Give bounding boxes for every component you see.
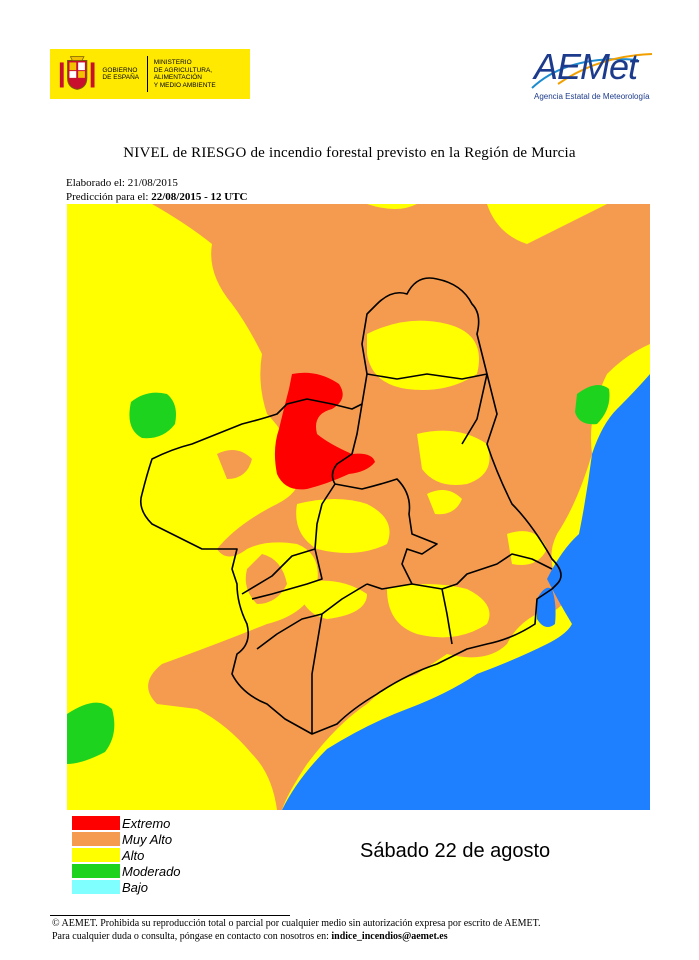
coat-of-arms-icon (59, 56, 95, 90)
forecast-day-label: Sábado 22 de agosto (360, 840, 551, 862)
region-inner-border (411, 553, 553, 590)
ministerio-text: MINISTERIO DE AGRICULTURA, ALIMENTACIÓN … (153, 59, 216, 89)
gobierno-logo: GOBIERNO DE ESPAÑA MINISTERIO DE AGRICUL… (50, 49, 250, 99)
prediction-value: 22/08/2015 - 12 UTC (151, 191, 248, 203)
legend-item-extremo: Extremo (72, 815, 181, 831)
footer-contact: Para cualquier duda o consulta, póngase … (52, 931, 448, 942)
fire-risk-map (67, 204, 650, 810)
map-zone-alto-pocket (297, 580, 367, 619)
aemet-wordmark: AEMet (534, 46, 638, 87)
region-inner-border (331, 453, 438, 590)
region-inner-border (311, 613, 323, 734)
legend-swatch (72, 816, 120, 830)
region-inner-border (461, 373, 488, 445)
legend-label: Muy Alto (122, 831, 173, 847)
map-mar-menor (537, 587, 556, 628)
region-outer-border (139, 277, 562, 735)
prediction-label: Predicción para el: (66, 191, 149, 203)
map-zone-moderado (67, 702, 115, 764)
region-inner-border (351, 403, 363, 455)
legend-label: Bajo (122, 879, 149, 895)
map-zone-moderado (129, 392, 176, 439)
map-zone-muy-alto-patch (183, 670, 227, 704)
region-inner-border (366, 373, 488, 380)
legend-label: Alto (122, 847, 145, 863)
legend-swatch (72, 832, 120, 846)
map-legend: Extremo Muy Alto Alto Moderado Bajo (72, 815, 181, 895)
footer-contact-text: Para cualquier duda o consulta, póngase … (52, 931, 329, 942)
map-zone-extremo (274, 372, 375, 490)
legend-label: Extremo (122, 815, 171, 831)
legend-item-bajo: Bajo (72, 879, 181, 895)
aemet-logo: AEMet Agencia Estatal de Meteorología (528, 46, 658, 106)
prediction-line: Predicción para el: 22/08/2015 - 12 UTC (66, 191, 247, 203)
page-title: NIVEL de RIESGO de incendio forestal pre… (123, 145, 576, 161)
legend-swatch (72, 880, 120, 894)
logo-divider (146, 56, 148, 92)
elaborated-label: Elaborado el: (66, 177, 125, 189)
map-zone-muy-alto (148, 204, 650, 810)
legend-label: Moderado (122, 863, 181, 879)
legend-swatch (72, 864, 120, 878)
aemet-swoosh-icon (531, 53, 653, 89)
footer-copyright: © AEMET. Prohibida su reproducción total… (52, 918, 541, 929)
legend-item-alto: Alto (72, 847, 181, 863)
legend-item-moderado: Moderado (72, 863, 181, 879)
region-inner-border (256, 583, 368, 650)
region-inner-border (251, 483, 336, 600)
legend-swatch (72, 848, 120, 862)
map-zone-muy-alto-patch (217, 450, 252, 479)
map-zone-alto-pocket (387, 584, 490, 638)
map-zone-alto-pocket (507, 531, 547, 565)
map-zone-alto-pocket (427, 490, 462, 515)
elaborated-date: 21/08/2015 (127, 177, 178, 189)
footer-divider (50, 915, 290, 916)
elaborated-line: Elaborado el: 21/08/2015 (66, 177, 178, 189)
map-sea (282, 374, 650, 810)
map-zone-alto-pocket (417, 430, 490, 485)
gobierno-text: GOBIERNO DE ESPAÑA (102, 66, 140, 82)
map-zone-alto-pocket (367, 320, 479, 390)
map-zone-moderado (575, 385, 610, 425)
aemet-subtitle: Agencia Estatal de Meteorología (534, 92, 650, 101)
region-inner-border (241, 548, 316, 595)
region-boundaries (139, 277, 562, 735)
region-inner-border (441, 588, 453, 645)
footer-email-link[interactable]: indice_incendios@aemet.es (331, 931, 448, 942)
legend-item-muy-alto: Muy Alto (72, 831, 181, 847)
